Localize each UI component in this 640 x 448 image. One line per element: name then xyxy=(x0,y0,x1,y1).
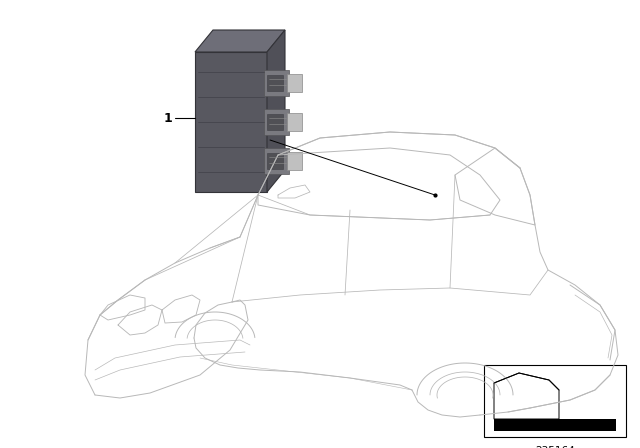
Polygon shape xyxy=(287,152,302,170)
Text: 235164: 235164 xyxy=(535,446,575,448)
Polygon shape xyxy=(267,153,283,169)
Bar xyxy=(494,419,616,431)
Polygon shape xyxy=(264,109,289,135)
Polygon shape xyxy=(287,74,302,92)
Text: 1: 1 xyxy=(164,112,172,125)
Bar xyxy=(484,365,626,437)
Polygon shape xyxy=(287,113,302,131)
Polygon shape xyxy=(267,30,285,192)
Polygon shape xyxy=(267,75,283,90)
Polygon shape xyxy=(267,114,283,130)
Polygon shape xyxy=(195,30,285,52)
Polygon shape xyxy=(264,70,289,96)
Polygon shape xyxy=(264,148,289,174)
Polygon shape xyxy=(195,52,267,192)
